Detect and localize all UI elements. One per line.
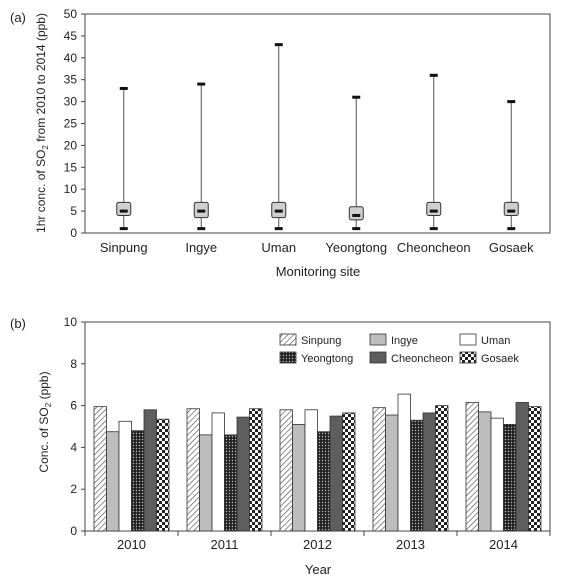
bar-yeongtong <box>410 419 424 532</box>
bar-sinpung <box>93 406 107 532</box>
y-tick-label: 20 <box>64 138 78 152</box>
legend-label: Yeongtong <box>301 353 353 365</box>
bar-cheoncheon <box>329 415 343 532</box>
bar-cheoncheon <box>515 402 529 532</box>
legend-label: Gosaek <box>481 353 519 365</box>
legend-swatch-cheoncheon <box>369 351 387 364</box>
bar-gosaek <box>435 405 449 532</box>
bar-gosaek <box>156 418 170 532</box>
panel-b-label: (b) <box>10 316 26 331</box>
y-tick-label: 50 <box>64 7 78 21</box>
iqr-box <box>503 201 519 216</box>
y-tick-label: 0 <box>70 226 77 240</box>
bar-gosaek <box>342 412 356 532</box>
bar-sinpung <box>186 408 200 532</box>
x-tick-label: Cheoncheon <box>397 240 471 255</box>
panel-a-x-axis-title: Monitoring site <box>276 264 361 279</box>
x-tick-label: 2010 <box>117 537 146 552</box>
iqr-box <box>426 201 442 216</box>
panel-b-y-axis: 0 2 4 6 8 10 <box>64 315 85 538</box>
x-tick-label: Yeongtong <box>325 240 387 255</box>
y-tick-label: 0 <box>70 524 77 538</box>
panel-b-x-axis: 2010 2011 2012 2013 2014 <box>84 531 551 552</box>
y-tick-label: 30 <box>64 95 78 109</box>
legend-swatch-uman <box>459 333 477 346</box>
bar-sinpung <box>372 407 386 532</box>
panel-a: (a) 0 5 10 15 20 25 30 35 40 45 50 Sinpung Ingye Uma… <box>10 7 551 279</box>
legend-label: Ingye <box>391 335 418 347</box>
bar-uman <box>490 417 504 532</box>
panel-b-legend: Sinpung Ingye Uman Yeongtong Cheoncheon Gosae… <box>279 333 519 365</box>
x-tick-label: Uman <box>261 240 296 255</box>
panel-a-y-axis: 0 5 10 15 20 25 30 35 40 45 50 <box>64 7 85 240</box>
bar-ingye <box>106 431 120 532</box>
legend-label: Cheoncheon <box>391 353 453 365</box>
y-tick-label: 45 <box>64 29 78 43</box>
panel-a-plot-frame <box>84 13 551 234</box>
bar-ingye <box>199 434 213 532</box>
iqr-box <box>116 201 132 216</box>
legend-label: Uman <box>481 335 510 347</box>
y-tick-label: 15 <box>64 160 78 174</box>
x-tick-label: 2014 <box>489 537 518 552</box>
y-tick-label: 4 <box>70 440 77 454</box>
y-tick-label: 10 <box>64 182 78 196</box>
x-tick-label: Ingye <box>185 240 217 255</box>
panel-b-y-axis-title: Conc. of SO2 (ppb) <box>37 371 53 472</box>
y-tick-label: 35 <box>64 73 78 87</box>
bar-yeongtong <box>503 424 517 532</box>
bar-ingye <box>385 414 399 532</box>
bar-ingye <box>478 411 492 532</box>
bar-yeongtong <box>131 430 145 532</box>
bar-uman <box>397 393 411 532</box>
bar-sinpung <box>279 409 293 532</box>
legend-swatch-gosaek <box>459 351 477 364</box>
panel-a-boxes <box>116 43 519 231</box>
bar-uman <box>304 409 318 532</box>
y-tick-label: 5 <box>70 204 77 218</box>
y-tick-label: 25 <box>64 117 78 131</box>
bar-cheoncheon <box>236 416 250 532</box>
legend-swatch-yeongtong <box>279 351 297 364</box>
bar-gosaek <box>249 408 263 532</box>
bar-yeongtong <box>224 434 238 532</box>
iqr-box <box>348 206 364 221</box>
y-tick-label: 40 <box>64 51 78 65</box>
x-tick-label: 2011 <box>211 537 239 552</box>
bar-uman <box>211 412 225 532</box>
panel-b: (b) 0 2 4 6 8 10 2010 2011 2012 2013 2014 Sinpung… <box>10 315 551 577</box>
legend-swatch-sinpung <box>279 333 297 346</box>
panel-a-label: (a) <box>10 10 26 25</box>
bar-sinpung <box>465 402 479 532</box>
panel-a-y-axis-title: 1hr conc. of SO2 from 2010 to 2014 (ppb) <box>34 13 50 233</box>
panel-b-bars <box>93 393 542 532</box>
bar-uman <box>118 420 132 532</box>
y-tick-label: 10 <box>64 315 78 329</box>
x-tick-label: Gosaek <box>489 240 534 255</box>
y-tick-label: 8 <box>70 357 77 371</box>
x-tick-label: Sinpung <box>100 240 148 255</box>
y-tick-label: 2 <box>70 482 77 496</box>
bar-yeongtong <box>317 431 331 532</box>
legend-label: Sinpung <box>301 335 341 347</box>
x-tick-label: 2013 <box>396 537 425 552</box>
bar-gosaek <box>528 406 542 532</box>
y-tick-label: 6 <box>70 399 77 413</box>
panel-b-x-axis-title: Year <box>305 562 332 577</box>
panel-a-x-axis: Sinpung Ingye Uman Yeongtong Cheoncheon Gosae… <box>100 240 534 255</box>
bar-cheoncheon <box>143 409 157 532</box>
legend-swatch-ingye <box>369 333 387 346</box>
bar-ingye <box>292 424 306 532</box>
x-tick-label: 2012 <box>303 537 332 552</box>
bar-cheoncheon <box>422 412 436 532</box>
